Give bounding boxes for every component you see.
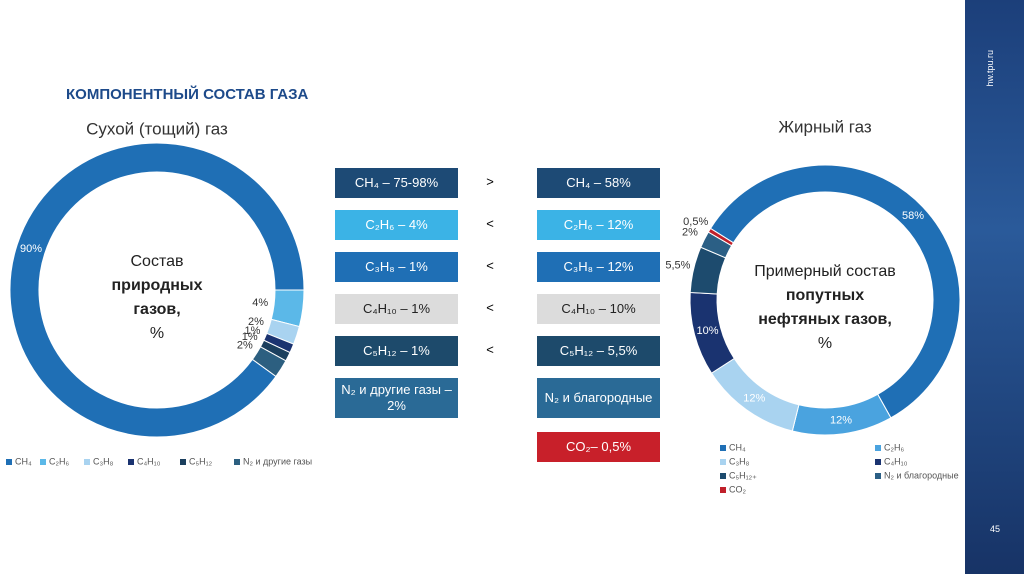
center-text: %	[818, 335, 832, 352]
value-label: 12%	[743, 393, 765, 405]
legend-swatch	[6, 459, 12, 465]
left-box: C₂H₆ – 4%	[335, 210, 458, 240]
left-box: CH₄ – 75-98%	[335, 168, 458, 198]
chart-title: Сухой (тощий) газ	[86, 119, 228, 138]
value-label: 1%	[242, 331, 258, 343]
legend-swatch	[875, 445, 881, 451]
value-label: 12%	[830, 414, 852, 426]
legend-swatch	[720, 473, 726, 479]
compare-sign: <	[486, 258, 494, 273]
legend-label: N₂ и благородные газы	[884, 470, 960, 480]
slide-title: КОМПОНЕНТНЫЙ СОСТАВ ГАЗА	[66, 86, 309, 103]
compare-sign: >	[486, 174, 494, 189]
legend-label: C₄H₁₀	[137, 456, 161, 466]
center-text: попутных	[786, 287, 864, 304]
center-text: природных	[112, 277, 203, 294]
left-box: C₄H₁₀ – 1%	[335, 294, 458, 324]
value-label: 90%	[20, 243, 42, 255]
left-box: C₃H₈ – 1%	[335, 252, 458, 282]
pie-slice	[251, 346, 287, 378]
left-box: N₂ и другие газы – 2%	[335, 378, 458, 418]
value-label: 1%	[244, 325, 260, 337]
value-label: 0,5%	[683, 216, 708, 228]
right-box: C₂H₆ – 12%	[537, 210, 660, 240]
center-text: Примерный состав	[754, 263, 895, 280]
legend-label: CH₄	[15, 456, 32, 466]
legend-label: C₅H₁₂	[189, 456, 213, 466]
value-label: 2%	[248, 316, 264, 328]
legend-label: C₃H₈	[93, 456, 114, 466]
pie-slice	[9, 142, 305, 438]
legend-label: C₅H₁₂₊	[729, 470, 757, 480]
chart-title: Жирный газ	[778, 117, 872, 136]
legend-swatch	[84, 459, 90, 465]
left-box: C₅H₁₂ – 1%	[335, 336, 458, 366]
value-label: 5,5%	[665, 260, 690, 272]
legend-swatch	[128, 459, 134, 465]
right-box: N₂ и благородные	[537, 378, 660, 418]
legend-swatch	[720, 445, 726, 451]
right-box: C₃H₈ – 12%	[537, 252, 660, 282]
value-label: 58%	[902, 210, 924, 222]
right-box: C₄H₁₀ – 10%	[537, 294, 660, 324]
charts: Сухой (тощий) газ90%4%2%1%1%2%Составприр…	[6, 117, 960, 494]
pie-slice	[709, 164, 960, 419]
value-label: 2%	[682, 226, 698, 238]
side-strip	[965, 0, 1024, 574]
center-text: газов,	[133, 301, 180, 318]
center-text: %	[150, 325, 164, 342]
legend-swatch	[875, 459, 881, 465]
value-label: 10%	[697, 325, 719, 337]
legend-label: N₂ и другие газы	[243, 456, 312, 466]
compare-sign: <	[486, 342, 494, 357]
legend-swatch	[180, 459, 186, 465]
legend-label: CH₄	[729, 442, 746, 452]
legend-swatch	[720, 459, 726, 465]
legend-swatch	[40, 459, 46, 465]
legend-label: CO₂	[729, 484, 747, 494]
compare-sign: <	[486, 300, 494, 315]
right-box: CH₄ – 58%	[537, 168, 660, 198]
site: hw.tpu.ru	[985, 50, 995, 87]
legend-label: C₂H₆	[49, 456, 69, 466]
compare-sign: <	[486, 216, 494, 231]
legend-swatch	[875, 473, 881, 479]
legend-label: C₂H₆	[884, 442, 904, 452]
value-label: 2%	[237, 340, 253, 352]
legend-swatch	[234, 459, 240, 465]
center-text: Состав	[131, 253, 184, 270]
legend-swatch	[720, 487, 726, 493]
legend-label: C₄H₁₀	[884, 456, 908, 466]
pie-slice	[707, 227, 735, 247]
center-text: нефтяных газов,	[758, 311, 892, 328]
value-label: 4%	[252, 297, 268, 309]
page-number: 45	[990, 524, 1001, 534]
right-box: C₅H₁₂ – 5,5%	[537, 336, 660, 366]
extra-box: CO₂– 0,5%	[537, 432, 660, 462]
legend-label: C₃H₈	[729, 456, 750, 466]
